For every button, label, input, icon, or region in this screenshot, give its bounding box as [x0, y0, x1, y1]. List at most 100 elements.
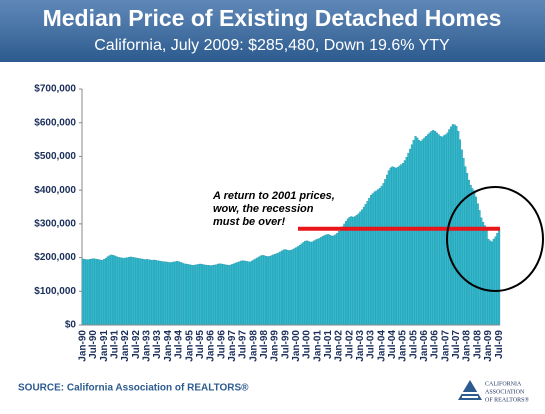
x-tick-label: Jul-01	[323, 330, 334, 359]
chart-subtitle: California, July 2009: $285,480, Down 19…	[94, 37, 450, 54]
bar	[243, 260, 246, 326]
bar	[492, 238, 495, 326]
bar	[97, 259, 100, 326]
bar	[480, 217, 483, 326]
bar	[279, 251, 282, 326]
bar	[240, 260, 243, 326]
bar	[117, 257, 120, 326]
bar	[473, 190, 476, 326]
bar	[309, 241, 312, 326]
x-tick-label: Jul-08	[472, 330, 483, 359]
bar	[128, 257, 131, 326]
title-banner	[0, 0, 545, 62]
x-tick-label: Jul-07	[451, 330, 462, 359]
bar	[297, 246, 300, 326]
bar	[494, 236, 497, 326]
bar	[179, 262, 182, 326]
bar	[423, 137, 426, 326]
x-tick-label: Jan-01	[312, 330, 323, 362]
bar	[103, 259, 106, 326]
bar	[229, 264, 232, 326]
bar	[304, 240, 307, 326]
bar	[167, 262, 170, 326]
bar	[421, 139, 424, 326]
bar	[373, 191, 376, 326]
logo: CALIFORNIA ASSOCIATION OF REALTORS®	[458, 380, 530, 403]
bar	[311, 241, 314, 326]
bar	[144, 259, 147, 326]
bar	[487, 238, 490, 326]
bar	[458, 139, 462, 326]
bar	[96, 259, 99, 326]
bar	[332, 235, 335, 326]
bar	[256, 257, 259, 326]
bar	[234, 262, 237, 326]
bar	[325, 234, 328, 326]
x-tick-label: Jan-90	[78, 330, 89, 362]
logo-text: OF REALTORS®	[485, 396, 530, 403]
bar	[496, 233, 499, 326]
bar	[236, 262, 239, 326]
bar	[81, 258, 84, 326]
bar	[211, 265, 214, 326]
bar	[353, 216, 357, 326]
x-tick-label: Jul-06	[430, 330, 441, 359]
bar	[389, 167, 392, 326]
bar	[307, 241, 310, 326]
bar	[482, 222, 485, 326]
bar	[245, 261, 248, 326]
bar	[281, 250, 284, 326]
bar	[183, 263, 186, 326]
x-tick-label: Jan-93	[142, 330, 153, 362]
bar	[476, 203, 479, 326]
bar	[320, 237, 323, 326]
bar	[464, 166, 467, 326]
bar	[257, 256, 261, 326]
logo-text: CALIFORNIA	[485, 381, 522, 387]
bar	[471, 188, 474, 326]
chart-title: Median Price of Existing Detached Homes	[43, 5, 502, 31]
bar	[330, 235, 333, 326]
x-tick-label: Jul-03	[366, 330, 377, 359]
bar	[378, 187, 381, 326]
bar	[277, 252, 280, 326]
bar	[160, 261, 163, 326]
bar	[249, 261, 252, 326]
bar	[453, 124, 456, 326]
bar	[302, 242, 305, 326]
bar	[346, 218, 349, 326]
x-tick-label: Jan-00	[291, 330, 302, 362]
x-tick-label: Jan-99	[270, 330, 281, 362]
x-tick-label: Jul-09	[494, 330, 505, 359]
bar	[485, 230, 488, 326]
bar	[101, 260, 104, 326]
bar	[250, 260, 253, 326]
bar	[263, 255, 266, 326]
bar	[174, 261, 177, 326]
bar	[231, 264, 234, 326]
bar	[88, 259, 92, 326]
annotation: A return to 2001 prices,	[212, 190, 335, 202]
y-tick-label: $700,000	[34, 84, 76, 95]
bar	[126, 257, 129, 326]
x-tick-label: Jul-97	[238, 330, 249, 359]
bar	[124, 257, 127, 326]
bar	[341, 226, 344, 326]
bar	[129, 256, 132, 326]
y-tick-label: $100,000	[34, 286, 76, 297]
bar	[151, 260, 154, 326]
bar	[366, 201, 369, 326]
bar	[396, 167, 399, 326]
bar	[450, 126, 453, 326]
bar	[241, 260, 245, 326]
bar	[323, 235, 326, 326]
logo-stripe	[462, 392, 478, 394]
bar	[120, 257, 124, 326]
bar	[375, 190, 378, 326]
bar	[273, 254, 277, 326]
bar	[224, 264, 227, 326]
bar	[334, 234, 337, 326]
bar	[343, 223, 346, 326]
bar	[247, 261, 250, 326]
x-tick-label: Jul-98	[259, 330, 270, 359]
